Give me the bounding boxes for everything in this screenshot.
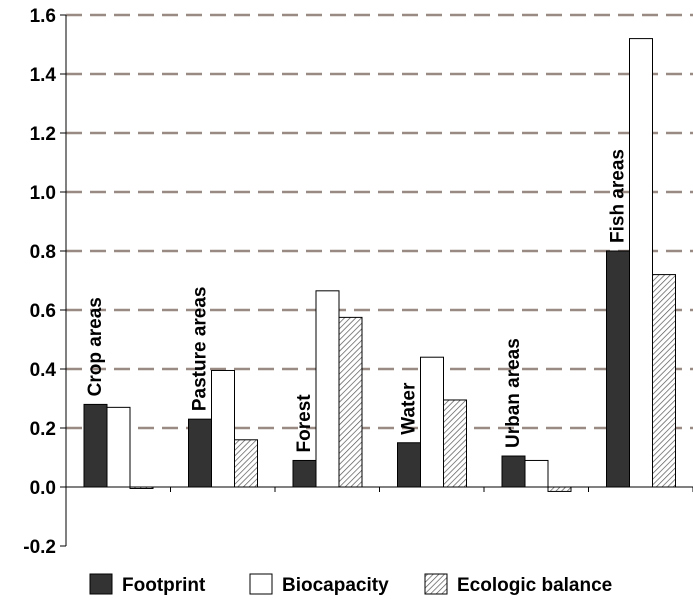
- category-label: Forest: [294, 394, 315, 453]
- axes: [60, 14, 693, 547]
- legend-label: Ecologic balance: [457, 575, 612, 596]
- y-tick-label: 1.2: [30, 124, 56, 145]
- bar-footprint: [188, 418, 212, 488]
- bar-ecologic-balance: [443, 399, 467, 488]
- y-tick-label: 1.6: [30, 6, 56, 27]
- category-label: Fish areas: [608, 149, 629, 243]
- bar-footprint: [292, 459, 317, 488]
- bar-biocapacity: [629, 38, 653, 488]
- legend-swatch: [249, 573, 273, 595]
- bar-footprint: [83, 403, 108, 488]
- legend-swatch: [424, 573, 448, 595]
- legend-label: Footprint: [122, 575, 206, 596]
- bar-footprint: [501, 455, 526, 488]
- y-tick-label: 0.6: [30, 301, 56, 322]
- bar-footprint: [606, 250, 630, 488]
- legend-label: Biocapacity: [282, 575, 389, 596]
- bar-biocapacity: [420, 356, 444, 488]
- y-tick-labels: -0.2 0.0 0.2 0.4 0.6 0.8 1.0 1.2 1.4 1.6: [23, 6, 56, 558]
- category-label: Pasture areas: [190, 286, 211, 411]
- gridlines: [66, 13, 693, 430]
- bar-biocapacity: [524, 459, 549, 488]
- y-tick-label: 0.2: [30, 419, 56, 440]
- y-tick-label: 0.0: [30, 478, 56, 499]
- bar-ecologic-balance: [652, 274, 676, 488]
- legend-swatch: [89, 573, 113, 595]
- category-label: Water: [399, 382, 420, 435]
- bar-ecologic-balance: [338, 316, 363, 488]
- y-tick-label: 1.4: [30, 65, 57, 86]
- bar-biocapacity: [211, 369, 235, 488]
- bar-ecologic-balance: [234, 439, 258, 488]
- bar-footprint: [397, 442, 421, 488]
- bars: [83, 38, 676, 492]
- legend: Footprint Biocapacity Ecologic balance: [89, 573, 612, 596]
- bar-biocapacity: [106, 406, 131, 488]
- category-label: Urban areas: [503, 338, 524, 448]
- bar-biocapacity: [315, 290, 340, 488]
- y-tick-label: 1.0: [30, 183, 56, 204]
- category-label: Crop areas: [85, 297, 106, 396]
- y-tick-label: 0.8: [30, 242, 56, 263]
- y-tick-label: 0.4: [30, 360, 57, 381]
- y-tick-label: -0.2: [23, 537, 56, 558]
- category-labels: Crop areas Pasture areas Forest Water Urban …: [85, 149, 629, 452]
- bar-ecologic-balance: [547, 486, 572, 492]
